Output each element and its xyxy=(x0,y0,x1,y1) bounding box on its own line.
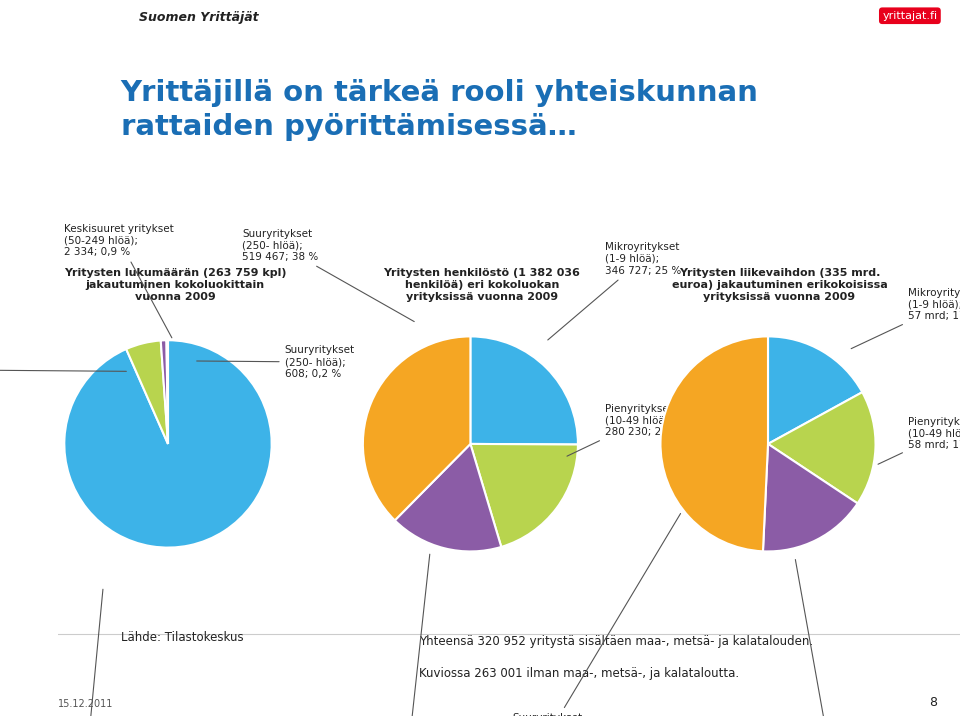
Text: Yhteensä 320 952 yritystä sisältäen maa-, metsä- ja kalatalouden.: Yhteensä 320 952 yritystä sisältäen maa-… xyxy=(419,635,813,648)
Text: Suuryritykset
(250- hlöä);
519 467; 38 %: Suuryritykset (250- hlöä); 519 467; 38 % xyxy=(242,229,414,321)
Text: Kuviossa 263 001 ilman maa-, metsä-, ja kalataloutta.: Kuviossa 263 001 ilman maa-, metsä-, ja … xyxy=(419,667,738,680)
Text: Mikroyritykset
(1-9 hlöä);
246 331; 93,4 %: Mikroyritykset (1-9 hlöä); 246 331; 93,4… xyxy=(42,589,129,716)
Text: yrittajat.fi: yrittajat.fi xyxy=(882,11,937,21)
Wedge shape xyxy=(470,337,578,445)
Text: Pienyritykset
(10-49 hlöä);
58 mrd; 17 %: Pienyritykset (10-49 hlöä); 58 mrd; 17 % xyxy=(878,417,960,464)
Wedge shape xyxy=(768,337,862,444)
Text: Suomen Yrittäjät: Suomen Yrittäjät xyxy=(139,11,258,24)
Text: Suuryritykset
(250- hlöä);
165 mrd; 49 %: Suuryritykset (250- hlöä); 165 mrd; 49 % xyxy=(513,513,681,716)
Wedge shape xyxy=(660,337,768,551)
Text: Mikroyritykset
(1-9 hlöä);
57 mrd; 17 %: Mikroyritykset (1-9 hlöä); 57 mrd; 17 % xyxy=(852,288,960,349)
Wedge shape xyxy=(166,340,168,444)
Text: Yritysten lukumäärän (263 759 kpl)
jakautuminen kokoluokittain
vuonna 2009: Yritysten lukumäärän (263 759 kpl) jakau… xyxy=(63,268,286,301)
Text: Yritysten henkilöstö (1 382 036
henkilöä) eri kokoluokan
yrityksissä vuonna 2009: Yritysten henkilöstö (1 382 036 henkilöä… xyxy=(383,268,580,301)
Wedge shape xyxy=(160,340,168,444)
Text: Pienyritykset
(10-49 hlöä);
280 230; 20 %: Pienyritykset (10-49 hlöä); 280 230; 20 … xyxy=(567,404,681,456)
Wedge shape xyxy=(126,341,168,444)
Text: Keskisuuret yritykset
(50-249 hlöä);
55 mrd; 16 %: Keskisuuret yritykset (50-249 hlöä); 55 … xyxy=(781,559,891,716)
Text: Keskisuuret yritykset
(50-249 hlöä);
235 612; 17 %: Keskisuuret yritykset (50-249 hlöä); 235… xyxy=(349,554,459,716)
Wedge shape xyxy=(395,444,501,551)
Text: 8: 8 xyxy=(929,696,937,709)
Wedge shape xyxy=(363,337,470,521)
Text: Suuryritykset
(250- hlöä);
608; 0,2 %: Suuryritykset (250- hlöä); 608; 0,2 % xyxy=(197,345,355,379)
Wedge shape xyxy=(768,392,876,503)
Wedge shape xyxy=(64,340,272,548)
Wedge shape xyxy=(470,444,578,547)
Wedge shape xyxy=(763,444,857,551)
Text: Pienyritykset
(10-49 hlöä);
14 486; 5,5 %: Pienyritykset (10-49 hlöä); 14 486; 5,5 … xyxy=(0,353,127,387)
Text: Yrittäjillä on tärkeä rooli yhteiskunnan
rattaiden pyörittämisessä…: Yrittäjillä on tärkeä rooli yhteiskunnan… xyxy=(121,79,758,141)
Text: Mikroyritykset
(1-9 hlöä);
346 727; 25 %: Mikroyritykset (1-9 hlöä); 346 727; 25 % xyxy=(548,242,681,340)
Text: Yritysten liikevaihdon (335 mrd.
euroa) jakautuminen erikokoisissa
yrityksissä v: Yritysten liikevaihdon (335 mrd. euroa) … xyxy=(672,268,887,301)
Text: 15.12.2011: 15.12.2011 xyxy=(58,699,113,709)
Text: Lähde: Tilastokeskus: Lähde: Tilastokeskus xyxy=(121,632,244,644)
Text: Keskisuuret yritykset
(50-249 hlöä);
2 334; 0,9 %: Keskisuuret yritykset (50-249 hlöä); 2 3… xyxy=(64,223,174,338)
